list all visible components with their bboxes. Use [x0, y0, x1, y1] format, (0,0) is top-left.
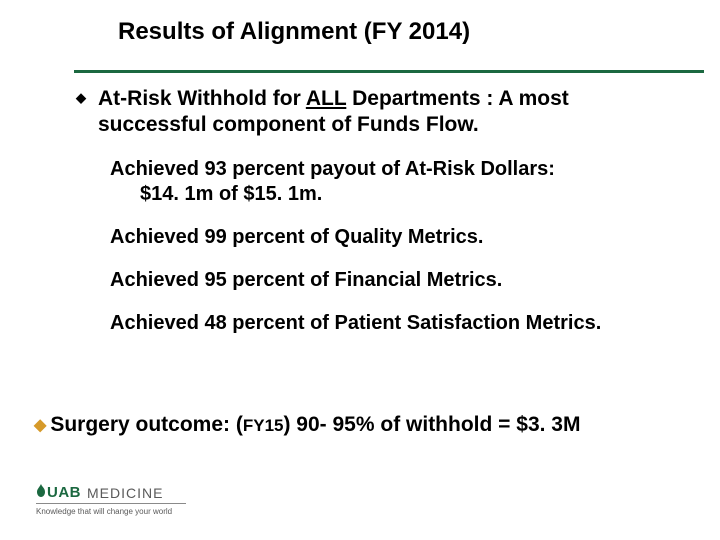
flame-icon [36, 484, 47, 498]
logo-brand-text: UAB [47, 484, 81, 501]
logo-row: UAB MEDICINE [36, 484, 186, 501]
slide: Results of Alignment (FY 2014) ◆ At-Risk… [0, 0, 720, 540]
sub0-line2: $14. 1m of $15. 1m. [110, 182, 674, 207]
outcome-small: FY15 [243, 416, 284, 435]
logo-block: UAB MEDICINE Knowledge that will change … [36, 484, 186, 516]
bullet-level1: ◆ At-Risk Withhold for ALL Departments :… [74, 86, 674, 139]
logo-brand: UAB [36, 484, 81, 501]
sub0-line1: Achieved 93 percent payout of At-Risk Do… [110, 158, 555, 180]
sub2-line1: Achieved 95 percent of Financial Metrics… [110, 269, 502, 291]
outcome-pre: Surgery outcome: ( [50, 413, 243, 436]
outcome-line: ◆Surgery outcome: (FY15) 90- 95% of with… [34, 412, 694, 438]
sub-item-1: Achieved 99 percent of Quality Metrics. [74, 225, 674, 250]
title-underline [74, 70, 704, 73]
logo-divider [36, 503, 186, 504]
outcome-post: ) 90- 95% of withhold = $3. 3M [283, 413, 580, 436]
logo-tagline: Knowledge that will change your world [36, 507, 186, 516]
diamond-icon: ◆ [34, 416, 46, 436]
body-content: ◆ At-Risk Withhold for ALL Departments :… [74, 86, 674, 354]
sub-item-0: Achieved 93 percent payout of At-Risk Do… [74, 157, 674, 207]
sub-item-2: Achieved 95 percent of Financial Metrics… [74, 268, 674, 293]
sub1-line1: Achieved 99 percent of Quality Metrics. [110, 226, 483, 248]
title-block: Results of Alignment (FY 2014) [0, 18, 720, 52]
diamond-small-icon: ◆ [76, 90, 86, 106]
bullet1-underlined: ALL [306, 87, 346, 110]
slide-title: Results of Alignment (FY 2014) [0, 18, 720, 52]
sub3-line1: Achieved 48 percent of Patient Satisfact… [110, 312, 601, 334]
sub-item-3: Achieved 48 percent of Patient Satisfact… [74, 311, 674, 336]
bullet1-pre: At-Risk Withhold for [98, 87, 306, 110]
logo-word: MEDICINE [87, 485, 163, 501]
